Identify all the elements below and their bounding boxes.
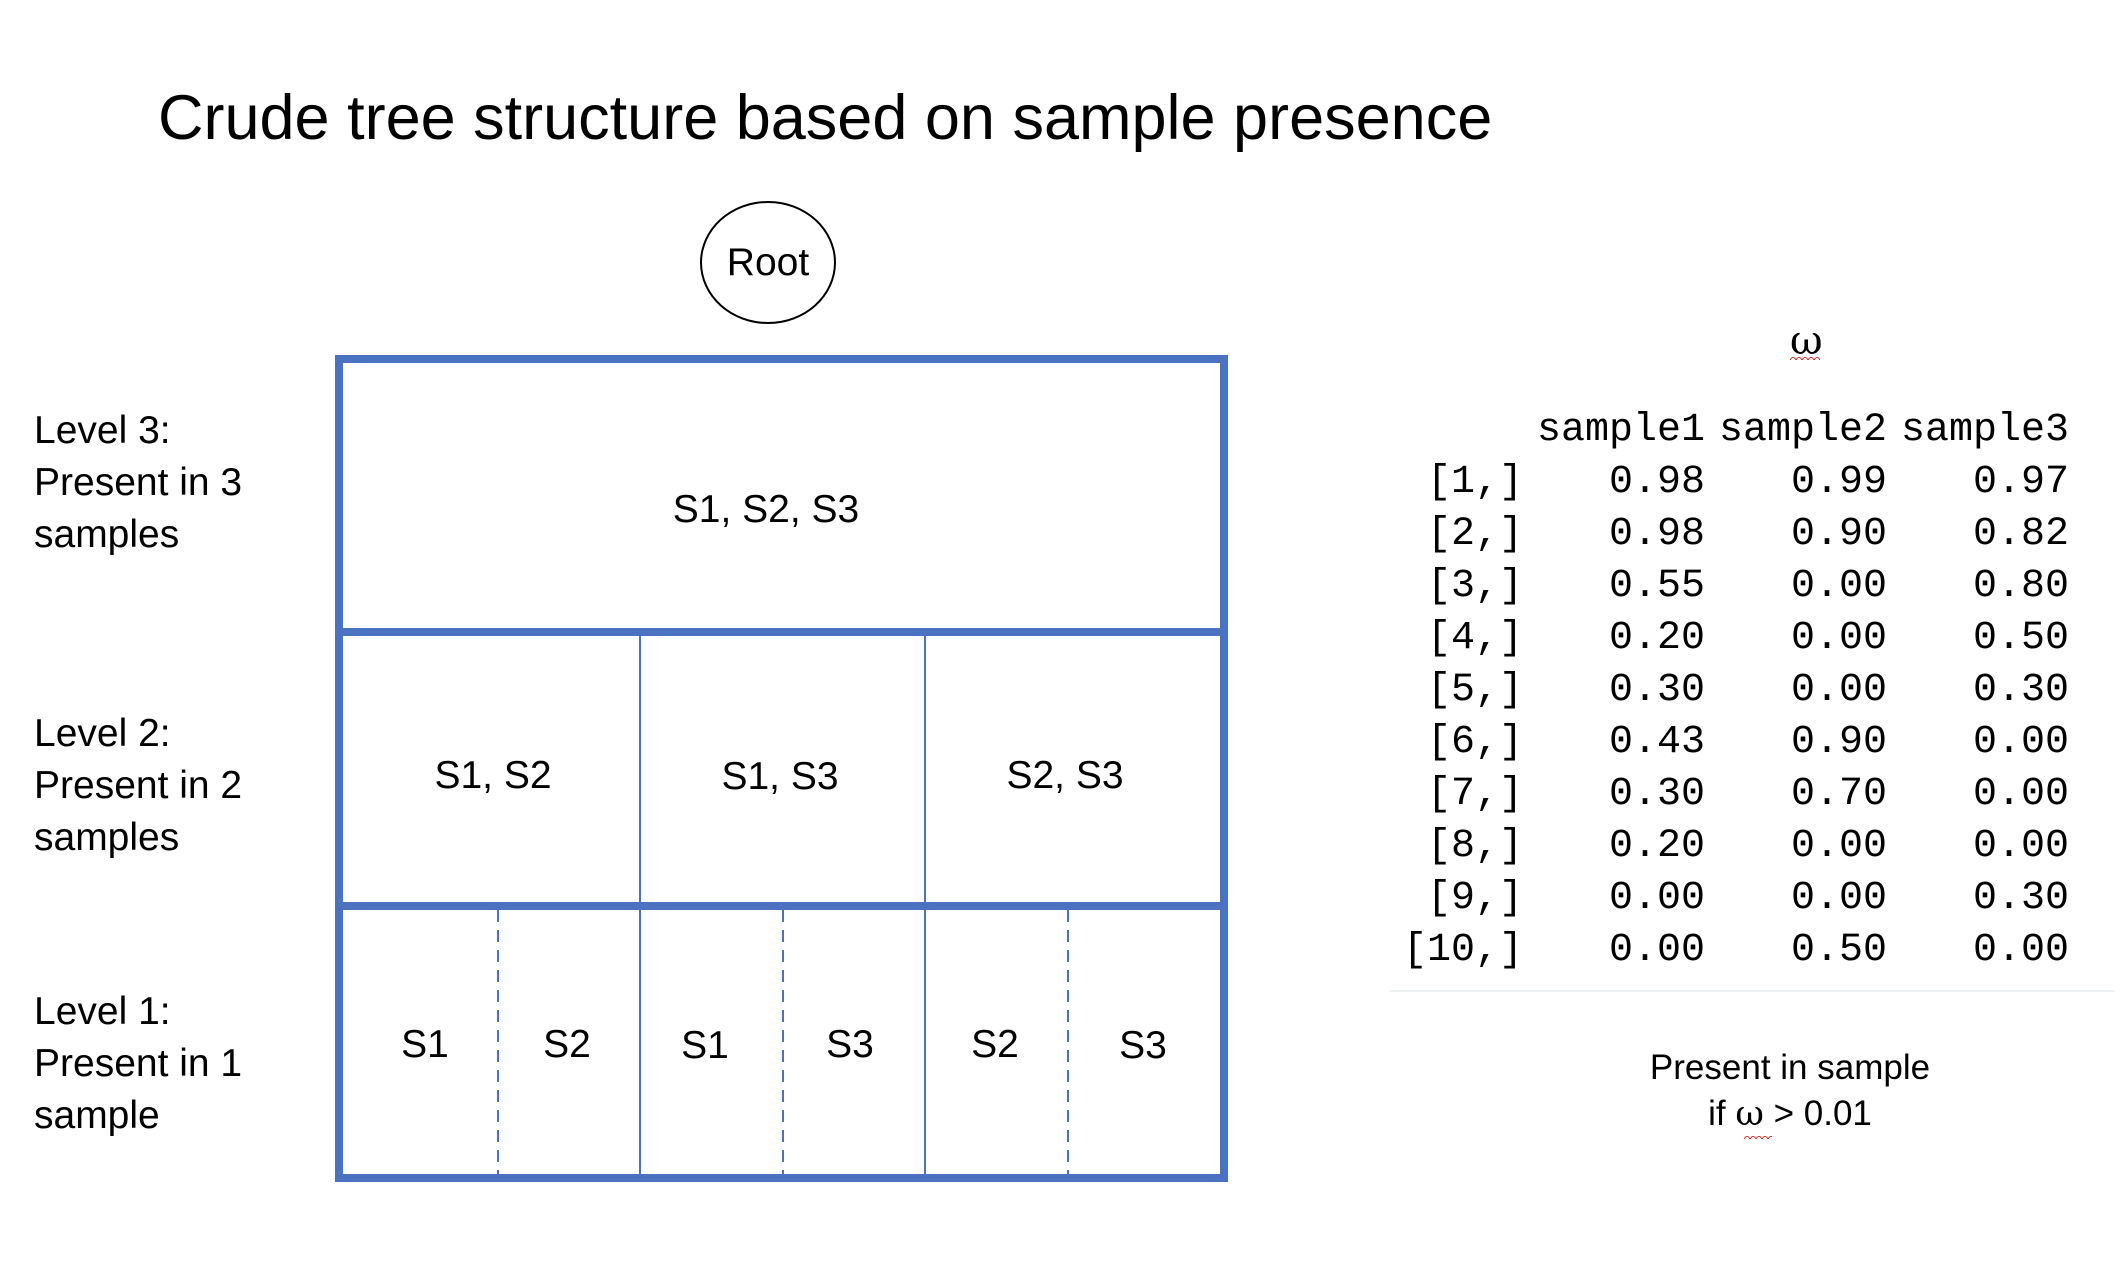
matrix-row: [10,] 0.00 0.50 0.00 <box>1395 925 2069 977</box>
matrix-row-name: [8,] <box>1426 824 1523 869</box>
matrix-cell: 0.00 <box>1790 668 1887 713</box>
matrix-row-name: [9,] <box>1426 876 1523 921</box>
presence-note: Present in sample if ω > 0.01 <box>1590 1045 1990 1137</box>
matrix-cell: 0.20 <box>1608 616 1705 661</box>
matrix-row: [1,] 0.98 0.99 0.97 <box>1395 457 2069 509</box>
matrix-cell: 0.97 <box>1972 460 2069 505</box>
matrix-cell: 0.43 <box>1608 720 1705 765</box>
matrix-column-header: sample3 <box>1900 408 2069 453</box>
note-omega-symbol: ω <box>1735 1094 1764 1134</box>
matrix-cell: 0.80 <box>1972 564 2069 609</box>
matrix-row: [2,] 0.98 0.90 0.82 <box>1395 509 2069 561</box>
level-2-cell-label: S1, S3 <box>721 755 839 798</box>
level-2-cell-label: S2, S3 <box>1006 754 1124 797</box>
omega-matrix: sample1 sample2 sample3 [1,] 0.98 0.99 0.97… <box>1395 405 2069 977</box>
matrix-row: [9,] 0.00 0.00 0.30 <box>1395 873 2069 925</box>
matrix-row: [3,] 0.55 0.00 0.80 <box>1395 561 2069 613</box>
matrix-corner <box>1395 405 1523 457</box>
matrix-cell: 0.00 <box>1972 720 2069 765</box>
level-1-label: Level 1: Present in 1 sample <box>34 986 242 1142</box>
matrix-cell: 0.82 <box>1972 512 2069 557</box>
matrix-row: [4,] 0.20 0.00 0.50 <box>1395 613 2069 665</box>
matrix-cell: 0.99 <box>1790 460 1887 505</box>
matrix-row: [7,] 0.30 0.70 0.00 <box>1395 769 2069 821</box>
presence-note-line-1: Present in sample <box>1649 1048 1931 1087</box>
matrix-row: [5,] 0.30 0.00 0.30 <box>1395 665 2069 717</box>
matrix-row: [6,] 0.43 0.90 0.00 <box>1395 717 2069 769</box>
level-1-label-line: sample <box>34 1094 160 1137</box>
matrix-row-name: [6,] <box>1426 720 1523 765</box>
level-2-label-line: Present in 2 <box>34 764 243 807</box>
matrix-row: [8,] 0.20 0.00 0.00 <box>1395 821 2069 873</box>
matrix-row-name: [10,] <box>1402 928 1523 973</box>
matrix-cell: 0.90 <box>1790 720 1887 765</box>
matrix-cell: 0.00 <box>1790 564 1887 609</box>
level-1-cell-label: S1 <box>681 1024 729 1067</box>
matrix-cell: 0.00 <box>1972 928 2069 973</box>
matrix-cell: 0.30 <box>1972 668 2069 713</box>
matrix-row-name: [4,] <box>1426 616 1523 661</box>
presence-note-line-2: if ω > 0.01 <box>1590 1091 1990 1137</box>
level-3-label-line: samples <box>34 513 180 556</box>
note-prefix: if <box>1708 1094 1736 1133</box>
matrix-column-header: sample2 <box>1718 408 1887 453</box>
matrix-cell: 0.98 <box>1608 512 1705 557</box>
level-3-label-line: Present in 3 <box>34 461 243 504</box>
note-suffix: > 0.01 <box>1763 1094 1872 1133</box>
matrix-cell: 0.98 <box>1608 460 1705 505</box>
matrix-cell: 0.30 <box>1972 876 2069 921</box>
matrix-row-name: [2,] <box>1426 512 1523 557</box>
level-2-label: Level 2: Present in 2 samples <box>34 708 242 864</box>
matrix-cell: 0.00 <box>1790 876 1887 921</box>
tree-grid: S1, S2, S3 S1, S2 S1, S3 S2, S3 S1 S2 S1… <box>335 355 1228 1182</box>
matrix-body: [1,] 0.98 0.99 0.97 [2,] 0.98 0.90 0.82 [3,] 0.55… <box>1395 457 2069 977</box>
matrix-cell: 0.30 <box>1608 772 1705 817</box>
matrix-cell: 0.00 <box>1790 824 1887 869</box>
matrix-table: sample1 sample2 sample3 [1,] 0.98 0.99 0.97… <box>1395 405 2069 977</box>
matrix-cell: 0.00 <box>1790 616 1887 661</box>
level-3-label: Level 3: Present in 3 samples <box>34 405 242 561</box>
level-3-cell-label: S1, S2, S3 <box>672 488 860 531</box>
matrix-cell: 0.00 <box>1972 824 2069 869</box>
diagram-title: Crude tree structure based on sample pre… <box>158 83 1493 153</box>
level-1-cell-label: S3 <box>1119 1024 1167 1067</box>
tree-outer-border <box>335 355 1228 1182</box>
matrix-row-name: [5,] <box>1426 668 1523 713</box>
matrix-cell: 0.00 <box>1972 772 2069 817</box>
level-2-label-line: Level 2: <box>34 712 171 755</box>
matrix-rule <box>1390 990 2115 992</box>
level-1-label-line: Present in 1 <box>34 1042 243 1085</box>
level-3-label-line: Level 3: <box>34 409 171 452</box>
level-1-cell-label: S2 <box>543 1023 591 1066</box>
root-node: Root <box>700 201 836 324</box>
level-1-cell-label: S3 <box>826 1023 874 1066</box>
matrix-header-row: sample1 sample2 sample3 <box>1395 405 2069 457</box>
matrix-cell: 0.90 <box>1790 512 1887 557</box>
tree-grid-lines <box>335 355 1228 1182</box>
matrix-cell: 0.50 <box>1972 616 2069 661</box>
matrix-row-name: [3,] <box>1426 564 1523 609</box>
level-1-cell-label: S2 <box>971 1023 1019 1066</box>
root-label: Root <box>726 240 810 284</box>
level-1-label-line: Level 1: <box>34 990 171 1033</box>
matrix-column-header: sample1 <box>1536 408 1705 453</box>
matrix-cell: 0.70 <box>1790 772 1887 817</box>
matrix-cell: 0.50 <box>1790 928 1887 973</box>
level-1-cell-label: S1 <box>401 1023 449 1066</box>
level-2-cell-label: S1, S2 <box>434 754 552 797</box>
matrix-cell: 0.00 <box>1608 928 1705 973</box>
matrix-row-name: [1,] <box>1426 460 1523 505</box>
matrix-row-name: [7,] <box>1426 772 1523 817</box>
matrix-cell: 0.00 <box>1608 876 1705 921</box>
level-2-label-line: samples <box>34 816 180 859</box>
matrix-cell: 0.55 <box>1608 564 1705 609</box>
matrix-cell: 0.30 <box>1608 668 1705 713</box>
spellcheck-underline <box>1790 354 1820 360</box>
spellcheck-underline <box>1744 1133 1772 1139</box>
matrix-cell: 0.20 <box>1608 824 1705 869</box>
